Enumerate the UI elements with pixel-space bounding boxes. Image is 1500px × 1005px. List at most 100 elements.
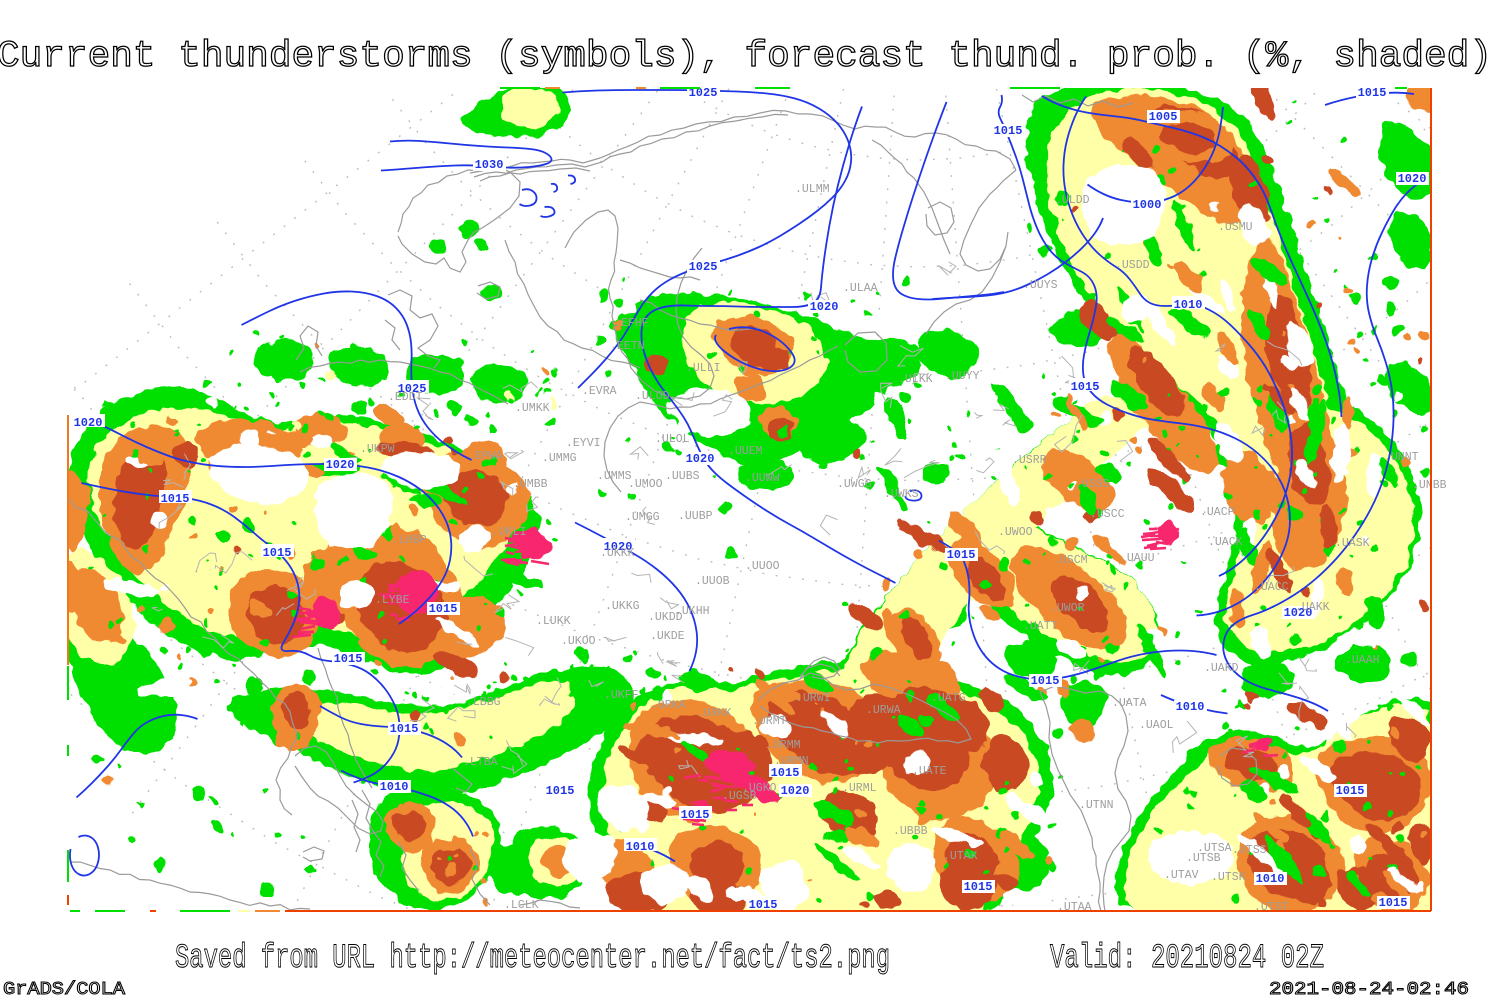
svg-text:1015: 1015 bbox=[1031, 674, 1060, 688]
svg-text:.UKFF: .UKFF bbox=[604, 689, 639, 702]
svg-text:.UTSS: .UTSS bbox=[1232, 844, 1267, 857]
svg-text:.UUBP: .UUBP bbox=[678, 510, 713, 523]
svg-text:.UKDE: .UKDE bbox=[650, 630, 685, 643]
svg-text:.UATG: .UATG bbox=[931, 692, 966, 705]
svg-text:.UMOO: .UMOO bbox=[628, 478, 663, 491]
svg-text:.UUOB: .UUOB bbox=[695, 575, 730, 588]
svg-text:1020: 1020 bbox=[781, 784, 810, 798]
svg-text:.UAOL: .UAOL bbox=[1139, 719, 1174, 732]
svg-text:.UATT: .UATT bbox=[1023, 620, 1058, 633]
svg-text:.UAUU: .UAUU bbox=[1120, 552, 1155, 565]
svg-text:.ULKK: .ULKK bbox=[898, 373, 933, 386]
svg-text:.UTSA: .UTSA bbox=[1197, 842, 1232, 855]
svg-text:.UMGG: .UMGG bbox=[625, 511, 660, 524]
svg-text:.UUYS: .UUYS bbox=[1023, 279, 1058, 292]
svg-text:.UAAH: .UAAH bbox=[1345, 654, 1380, 667]
svg-text:1015: 1015 bbox=[1071, 380, 1100, 394]
svg-text:.URWA: .URWA bbox=[866, 704, 901, 717]
svg-text:GrADS/COLA: GrADS/COLA bbox=[3, 980, 125, 1000]
svg-text:.UTAK: .UTAK bbox=[943, 850, 978, 863]
svg-text:1020: 1020 bbox=[1284, 606, 1313, 620]
svg-text:.ULLI: .ULLI bbox=[686, 362, 721, 375]
svg-text:.UWOR: .UWOR bbox=[1050, 602, 1085, 615]
svg-text:.UKKG: .UKKG bbox=[605, 600, 640, 613]
svg-text:.LUKK: .LUKK bbox=[536, 615, 571, 628]
svg-text:1020: 1020 bbox=[326, 458, 355, 472]
svg-text:.UKOO: .UKOO bbox=[561, 635, 596, 648]
svg-text:.EPWA: .EPWA bbox=[468, 450, 503, 463]
svg-text:.USSS: .USSS bbox=[1075, 478, 1110, 491]
svg-text:1010: 1010 bbox=[1174, 298, 1203, 312]
svg-text:1025: 1025 bbox=[689, 86, 718, 100]
svg-text:Valid: 20210824 02Z: Valid: 20210824 02Z bbox=[1050, 940, 1324, 978]
svg-text:.UTNN: .UTNN bbox=[1079, 799, 1114, 812]
svg-text:.EDDT: .EDDT bbox=[388, 391, 423, 404]
svg-text:.EYVI: .EYVI bbox=[566, 437, 601, 450]
svg-text:.UKLI: .UKLI bbox=[492, 526, 527, 539]
svg-text:.UACP: .UACP bbox=[1200, 506, 1235, 519]
svg-text:.UTAV: .UTAV bbox=[1164, 869, 1199, 882]
svg-text:.ULMM: .ULMM bbox=[795, 183, 830, 196]
svg-text:.UATE: .UATE bbox=[912, 765, 947, 778]
svg-text:.ORKA: .ORKA bbox=[651, 699, 686, 712]
svg-text:.UTST: .UTST bbox=[1254, 901, 1289, 914]
svg-text:.UWOO: .UWOO bbox=[998, 526, 1033, 539]
svg-text:.URKK: .URKK bbox=[697, 707, 732, 720]
svg-text:1005: 1005 bbox=[1149, 110, 1178, 124]
svg-text:.UKHH: .UKHH bbox=[675, 605, 710, 618]
svg-text:1020: 1020 bbox=[810, 300, 839, 314]
svg-text:1015: 1015 bbox=[947, 548, 976, 562]
svg-text:.USRR: .USRR bbox=[1012, 454, 1047, 467]
svg-text:.UTSK: .UTSK bbox=[1211, 871, 1246, 884]
svg-text:.UNBB: .UNBB bbox=[1412, 479, 1447, 492]
svg-text:1025: 1025 bbox=[398, 382, 427, 396]
svg-text:.UMMG: .UMMG bbox=[542, 452, 577, 465]
svg-text:.ULAA: .ULAA bbox=[843, 282, 878, 295]
svg-text:.URMN: .URMN bbox=[774, 755, 809, 768]
svg-text:.UUWW: .UUWW bbox=[745, 472, 780, 485]
svg-text:1015: 1015 bbox=[1336, 784, 1365, 798]
svg-text:.UWKS: .UWKS bbox=[884, 488, 919, 501]
svg-text:.URWI: .URWI bbox=[796, 692, 831, 705]
svg-text:.UBBB: .UBBB bbox=[893, 825, 928, 838]
svg-text:1015: 1015 bbox=[771, 766, 800, 780]
svg-text:.LBBG: .LBBG bbox=[466, 696, 501, 709]
svg-text:.LTBA: .LTBA bbox=[463, 756, 498, 769]
svg-text:.UKPW: .UKPW bbox=[360, 443, 395, 456]
svg-text:1000: 1000 bbox=[1133, 198, 1162, 212]
svg-text:.UMMS: .UMMS bbox=[597, 470, 632, 483]
svg-text:Saved from URL http://meteocen: Saved from URL http://meteocenter.net/fa… bbox=[175, 940, 890, 978]
svg-text:.LHBP: .LHBP bbox=[392, 534, 427, 547]
svg-text:.ULOD: .ULOD bbox=[635, 390, 670, 403]
svg-text:1030: 1030 bbox=[475, 158, 504, 172]
svg-text:1020: 1020 bbox=[686, 452, 715, 466]
svg-text:.UAKK: .UAKK bbox=[1295, 601, 1330, 614]
svg-text:.UACC: .UACC bbox=[1254, 581, 1289, 594]
svg-text:.UTAA: .UTAA bbox=[1057, 901, 1092, 914]
svg-text:.UKKK: .UKKK bbox=[600, 547, 635, 560]
svg-text:1015: 1015 bbox=[681, 808, 710, 822]
svg-text:.UAKD: .UAKD bbox=[1204, 662, 1239, 675]
svg-text:1015: 1015 bbox=[1379, 896, 1408, 910]
svg-text:.UACK: .UACK bbox=[1208, 536, 1243, 549]
svg-text:.URMT: .URMT bbox=[752, 715, 787, 728]
svg-text:1020: 1020 bbox=[604, 540, 633, 554]
svg-text:1015: 1015 bbox=[161, 492, 190, 506]
svg-text:1010: 1010 bbox=[1256, 872, 1285, 886]
svg-text:.UNNT: .UNNT bbox=[1384, 451, 1419, 464]
svg-text:.URML: .URML bbox=[842, 782, 877, 795]
svg-text:1010: 1010 bbox=[626, 840, 655, 854]
svg-text:.UUOO: .UUOO bbox=[745, 560, 780, 573]
svg-text:1015: 1015 bbox=[994, 124, 1023, 138]
svg-text:1015: 1015 bbox=[334, 652, 363, 666]
svg-text:.UUEM: .UUEM bbox=[728, 445, 763, 458]
svg-text:1015: 1015 bbox=[749, 898, 778, 912]
svg-text:2021-08-24-02:46: 2021-08-24-02:46 bbox=[1269, 980, 1469, 1000]
svg-text:1015: 1015 bbox=[1358, 86, 1387, 100]
svg-text:1015: 1015 bbox=[390, 722, 419, 736]
svg-text:.UUYY: .UUYY bbox=[945, 370, 980, 383]
svg-text:1025: 1025 bbox=[689, 260, 718, 274]
svg-text:1020: 1020 bbox=[1398, 172, 1427, 186]
svg-text:1015: 1015 bbox=[546, 784, 575, 798]
svg-text:.LYBE: .LYBE bbox=[375, 594, 410, 607]
